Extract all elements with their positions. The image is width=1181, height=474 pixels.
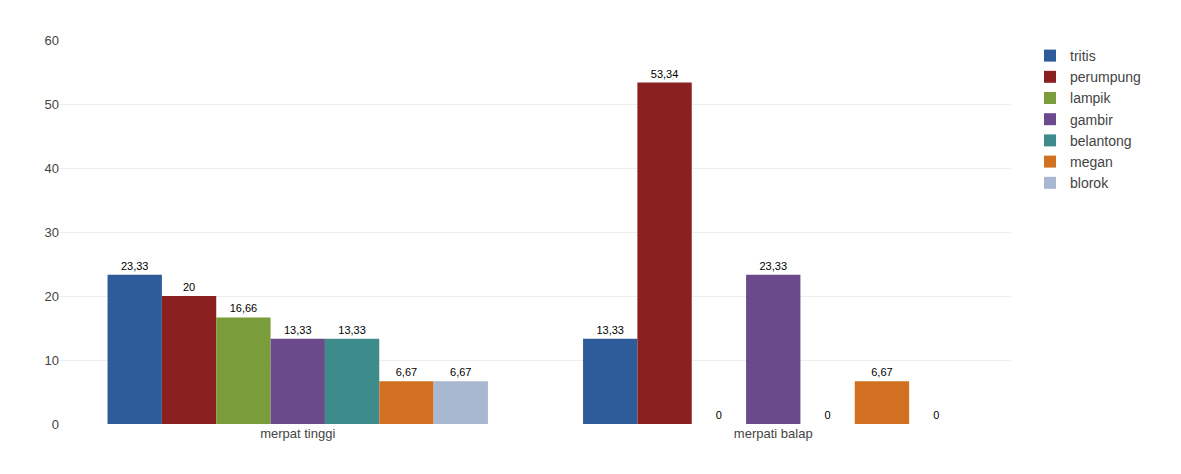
svg-text:40: 40 <box>45 161 59 176</box>
svg-text:6,67: 6,67 <box>871 366 892 378</box>
svg-text:megan: megan <box>1070 154 1113 170</box>
svg-text:belantong: belantong <box>1070 133 1132 149</box>
svg-text:perumpung: perumpung <box>1070 69 1141 85</box>
svg-text:50: 50 <box>45 97 59 112</box>
svg-text:0: 0 <box>716 409 722 421</box>
svg-text:30: 30 <box>45 225 59 240</box>
svg-text:6,67: 6,67 <box>396 366 417 378</box>
svg-text:0: 0 <box>52 417 59 432</box>
svg-text:13,33: 13,33 <box>284 324 312 336</box>
svg-text:20: 20 <box>183 281 195 293</box>
svg-text:23,33: 23,33 <box>121 260 149 272</box>
svg-text:merpat tinggi: merpat tinggi <box>260 426 335 441</box>
svg-text:merpati balap: merpati balap <box>734 426 813 441</box>
svg-text:0: 0 <box>825 409 831 421</box>
svg-text:13,33: 13,33 <box>596 324 624 336</box>
svg-text:lampik: lampik <box>1070 90 1111 106</box>
svg-text:53,34: 53,34 <box>651 68 679 80</box>
svg-text:20: 20 <box>45 289 59 304</box>
svg-text:10: 10 <box>45 353 59 368</box>
svg-text:13,33: 13,33 <box>338 324 366 336</box>
svg-text:23,33: 23,33 <box>759 260 787 272</box>
svg-text:6,67: 6,67 <box>450 366 471 378</box>
svg-text:60: 60 <box>45 33 59 48</box>
svg-text:0: 0 <box>933 409 939 421</box>
svg-text:tritis: tritis <box>1070 48 1096 64</box>
svg-text:16,66: 16,66 <box>230 302 258 314</box>
svg-text:blorok: blorok <box>1070 175 1109 191</box>
svg-text:gambir: gambir <box>1070 112 1113 128</box>
